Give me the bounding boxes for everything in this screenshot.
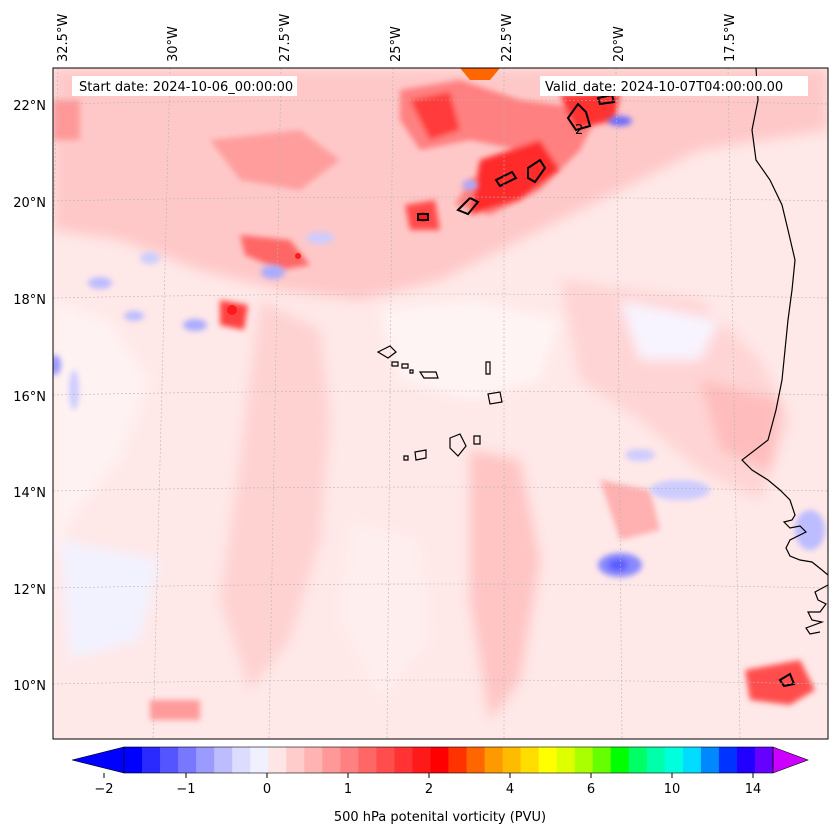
lon-label: 25°W [389,26,404,62]
cb-tick-label: 2 [425,782,433,797]
lat-label: 18°N [13,293,46,308]
colorbar-cell [214,747,233,773]
colorbar-tick-labels: −2 −1 0 1 2 4 6 10 14 [94,782,761,797]
valid-date-text: Valid_date: 2024-10-07T04:00:00.00 [545,80,783,95]
colorbar-cell [232,747,251,773]
colorbar-cell [628,747,648,773]
colorbar-cell [286,747,305,773]
lon-label: 22.5°W [500,14,515,62]
lat-label: 22°N [13,99,46,114]
cb-tick-label: 10 [664,782,681,797]
colorbar-cell [178,747,197,773]
latitude-labels: 22°N 20°N 18°N 16°N 14°N 12°N 10°N [13,99,46,694]
cb-tick-label: −1 [176,782,195,797]
cb-tick-label: 1 [344,782,352,797]
lat-label: 20°N [13,196,46,211]
colorbar-cell [304,747,323,773]
colorbar-cell [682,747,702,773]
pv-negative-patches [53,116,825,577]
colorbar-cell [322,747,341,773]
colorbar-cell [736,747,756,773]
valid-date-box [540,76,808,96]
colorbar-cell [142,747,161,773]
colorbar: −2 −1 0 1 2 4 6 10 14 500 hPa potenital … [71,746,809,825]
colorbar-cell [268,747,287,773]
cb-tick-label: 14 [745,782,762,797]
colorbar-ticks [103,773,754,778]
colorbar-cell [484,747,504,773]
colorbar-cell [430,747,450,773]
lon-label: 20°W [612,26,627,62]
lon-label: 32.5°W [56,14,71,62]
colorbar-cell [556,747,576,773]
pv-core [227,305,237,315]
colorbar-cell [538,747,558,773]
colorbar-cell [466,747,486,773]
colorbar-cell [250,747,269,773]
lat-label: 14°N [13,486,46,501]
colorbar-under-triangle [71,746,125,774]
colorbar-cell [448,747,468,773]
lon-label: 30°W [166,26,181,62]
pv-core [295,253,301,259]
colorbar-cell [394,747,414,773]
colorbar-cell [592,747,612,773]
map-frame [52,67,829,740]
coastline-south [805,584,828,635]
colorbar-cell [160,747,179,773]
lat-label: 16°N [13,390,46,405]
lon-label: 27.5°W [278,14,293,62]
colorbar-cell [520,747,540,773]
lat-label: 10°N [13,679,46,694]
colorbar-cell [718,747,738,773]
colorbar-cell [358,747,377,773]
start-date-text: Start date: 2024-10-06_00:00:00 [79,80,293,95]
cb-tick-label: −2 [94,782,113,797]
map-area: 2 [53,68,828,739]
cb-tick-label: 0 [263,782,271,797]
colorbar-cell [646,747,666,773]
longitude-labels: 32.5°W 30°W 27.5°W 25°W 22.5°W 20°W 17.5… [56,14,738,62]
pv-max-top [460,68,500,80]
colorbar-cell [412,747,432,773]
colorbar-cell [574,747,594,773]
colorbar-cell [700,747,720,773]
contour-label: 2 [575,123,583,138]
colorbar-cell [664,747,684,773]
colorbar-cell [124,747,143,773]
lon-label: 17.5°W [723,14,738,62]
cb-tick-label: 4 [506,782,514,797]
colorbar-cell [196,747,215,773]
pv-field-strong [53,80,815,720]
cape-verde-islands [376,345,503,461]
graticule [53,68,828,739]
lat-label: 12°N [13,583,46,598]
colorbar-over-triangle [772,746,809,774]
start-date-box [72,76,297,96]
colorbar-cell [754,747,774,773]
colorbar-title: 500 hPa potenital vorticity (PVU) [334,810,546,825]
coastline [741,68,828,576]
cb-tick-label: 6 [587,782,595,797]
colorbar-cell [610,747,630,773]
colorbar-cells [124,747,774,773]
colorbar-cell [502,747,522,773]
colorbar-frame [123,746,774,774]
colorbar-cell [376,747,396,773]
colorbar-cell [340,747,359,773]
